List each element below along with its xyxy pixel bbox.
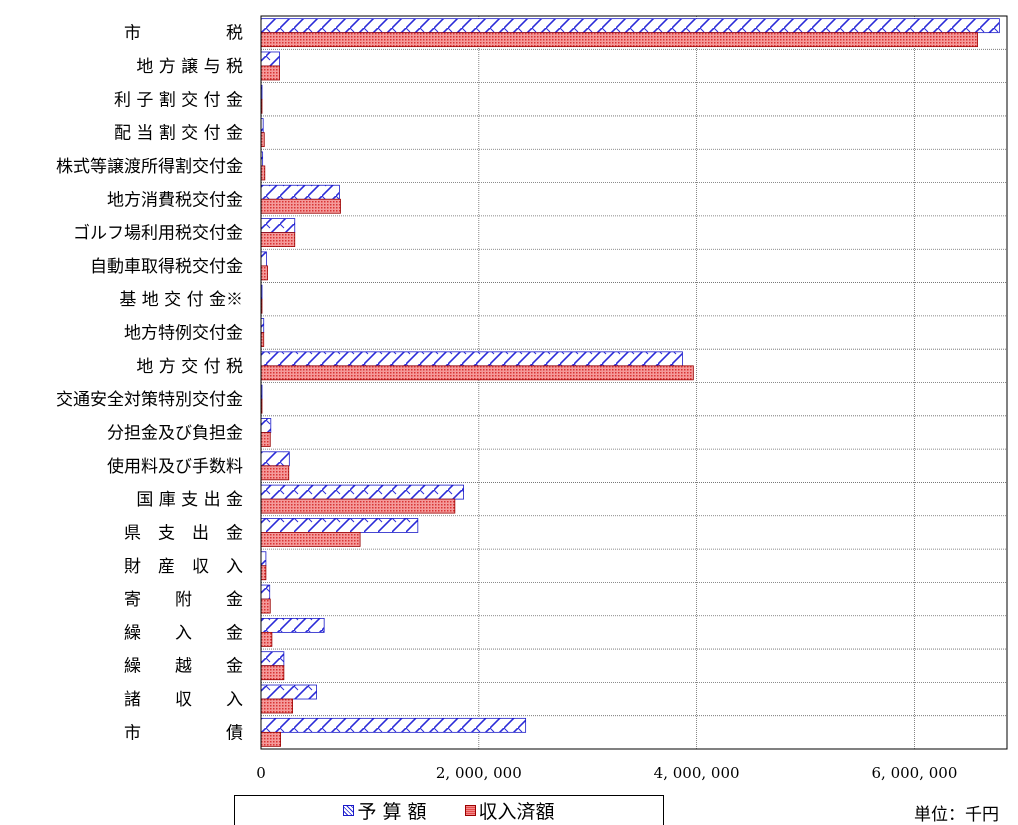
- bar-budget: [260, 451, 290, 467]
- bar-budget: [260, 684, 317, 700]
- bar-received: [260, 365, 694, 381]
- category-label: 地方特例交付金: [124, 324, 243, 344]
- x-tick-label: 0: [256, 764, 266, 782]
- bar-budget: [260, 251, 267, 267]
- bar-received: [260, 198, 341, 214]
- bar-budget: [260, 551, 267, 567]
- category-label: 財 産 収 入: [124, 557, 243, 577]
- category-label: 国 庫 支 出 金: [136, 490, 243, 510]
- legend-item-budget: 予 算 額: [343, 797, 427, 824]
- category-label: 市 債: [124, 723, 243, 743]
- bar-budget: [260, 717, 527, 733]
- bar-budget: [260, 218, 296, 233]
- category-label: 諸 収 入: [124, 690, 243, 710]
- legend-label-received: 収入済額: [478, 801, 555, 823]
- bar-received: [260, 532, 361, 547]
- category-label: 分担金及び負担金: [107, 423, 243, 443]
- bar-received: [260, 731, 282, 747]
- category-label: 使用料及び手数料: [107, 456, 243, 477]
- bar-received: [260, 32, 978, 48]
- category-label: 県 支 出 金: [124, 523, 243, 543]
- category-label: 繰 入 金: [124, 623, 243, 643]
- category-labels: 市 税地 方 譲 与 税利 子 割 交 付 金配 当 割 交 付 金株式等譲渡所…: [56, 24, 243, 744]
- bar-budget: [260, 651, 285, 667]
- legend-swatch-budget: [343, 805, 355, 816]
- x-axis-tick-labels: 0 2, 000, 000 4, 000, 000 6, 000, 000: [256, 764, 957, 782]
- category-label: 自動車取得税交付金: [90, 257, 243, 277]
- bar-budget: [260, 184, 340, 200]
- bar-budget: [260, 418, 272, 433]
- bar-budget: [260, 351, 683, 367]
- category-label: 地方消費税交付金: [107, 190, 243, 210]
- bar-received: [260, 698, 293, 714]
- bar-received: [260, 165, 266, 181]
- bar-budget: [260, 51, 280, 67]
- bar-received: [260, 232, 296, 247]
- bar-received: [260, 565, 267, 581]
- category-label: ゴルフ場利用税交付金: [73, 223, 243, 244]
- category-label: 繰 越 金: [124, 657, 243, 677]
- grid-layer: [261, 16, 1007, 749]
- x-tick-label: 6, 000, 000: [871, 764, 957, 782]
- category-label: 株式等譲渡所得割交付金: [56, 157, 243, 177]
- revenue-bar-chart: 市 税地 方 譲 与 税利 子 割 交 付 金配 当 割 交 付 金株式等譲渡所…: [56, 15, 1008, 782]
- bar-received: [260, 631, 273, 647]
- category-label: 利 子 割 交 付 金: [114, 90, 243, 110]
- bar-budget: [260, 584, 271, 600]
- bars-layer: [260, 18, 1000, 747]
- bar-budget: [260, 518, 419, 533]
- legend-swatch-received: [464, 805, 476, 816]
- plot-frame: [260, 15, 1008, 750]
- category-label: 地 方 譲 与 税: [136, 57, 243, 77]
- x-tick-label: 4, 000, 000: [654, 764, 740, 782]
- x-tick-label: 2, 000, 000: [436, 764, 522, 782]
- category-label: 市 税: [124, 24, 243, 44]
- bar-received: [260, 598, 271, 614]
- unit-label: 単位：千円: [914, 805, 999, 825]
- category-label: 交通安全対策特別交付金: [56, 390, 243, 410]
- legend-label-budget: 予 算 額: [357, 801, 427, 823]
- bar-budget: [260, 484, 464, 500]
- bar-received: [260, 65, 280, 81]
- category-label: 寄 附 金: [124, 590, 243, 610]
- category-label: 地 方 交 付 税: [136, 357, 243, 377]
- bar-budget: [260, 18, 1000, 34]
- category-label: 基 地 交 付 金※: [119, 290, 243, 310]
- bar-received: [260, 498, 456, 514]
- legend-item-received: 収入済額: [464, 797, 555, 824]
- bar-received: [260, 432, 271, 447]
- bar-received: [260, 665, 285, 681]
- bar-received: [260, 465, 290, 481]
- bar-received: [260, 265, 268, 281]
- legend: 予 算 額 収入済額: [234, 795, 664, 825]
- category-label: 配 当 割 交 付 金: [114, 124, 243, 144]
- bar-budget: [260, 617, 325, 633]
